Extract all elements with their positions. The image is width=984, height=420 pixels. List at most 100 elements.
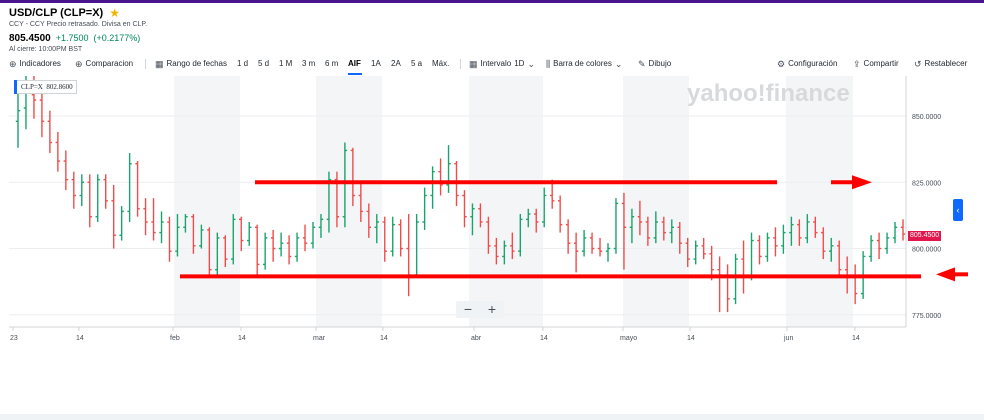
share-icon: ⇪ bbox=[853, 58, 861, 69]
shade-band bbox=[316, 76, 382, 327]
ohlc-bars bbox=[15, 76, 906, 313]
y-tick-label: 850.0000 bbox=[912, 114, 941, 121]
ohlc-bar bbox=[621, 192, 627, 270]
ohlc-bar bbox=[111, 184, 116, 249]
zoom-in-button[interactable]: + bbox=[487, 301, 497, 317]
ohlc-bar bbox=[254, 224, 260, 275]
ohlc-bar bbox=[430, 166, 435, 209]
range-6m[interactable]: 6 m bbox=[325, 59, 339, 68]
ohlc-bar bbox=[749, 232, 754, 281]
ohlc-bar bbox=[223, 235, 228, 268]
pencil-icon: ✎ bbox=[638, 58, 646, 69]
ohlc-bar bbox=[462, 190, 467, 228]
zoom-out-button[interactable]: − bbox=[463, 301, 473, 317]
star-icon[interactable]: ★ bbox=[109, 5, 120, 20]
interval-select[interactable]: ▦ Intervalo 1D ⌄ bbox=[469, 58, 535, 69]
x-tick-label: 14 bbox=[238, 335, 246, 342]
ohlc-bar bbox=[549, 179, 555, 209]
ohlc-bar bbox=[837, 240, 842, 275]
ohlc-bar bbox=[781, 224, 786, 254]
x-tick-label: 14 bbox=[852, 335, 860, 342]
ohlc-bar bbox=[175, 214, 180, 257]
ohlc-bar bbox=[151, 198, 156, 241]
reset-button[interactable]: ↺ Restablecer bbox=[914, 58, 968, 69]
ohlc-bar bbox=[557, 195, 563, 233]
ohlc-bar bbox=[829, 237, 834, 262]
ohlc-bar bbox=[191, 214, 196, 254]
ohlc-bar bbox=[518, 214, 523, 257]
x-tick-label: 14 bbox=[540, 335, 548, 342]
share-button[interactable]: ⇪ Compartir bbox=[853, 58, 899, 69]
ohlc-bar bbox=[79, 174, 84, 207]
ohlc-bar bbox=[757, 235, 762, 265]
range-5y[interactable]: 5 a bbox=[411, 59, 423, 68]
ohlc-bar bbox=[199, 224, 204, 249]
range-ytd[interactable]: AIF bbox=[348, 59, 361, 68]
gear-icon: ⚙ bbox=[777, 58, 786, 69]
collapse-panel-button[interactable]: ‹ bbox=[953, 199, 963, 221]
comparison-button[interactable]: ⊕ Comparacion bbox=[75, 58, 134, 69]
chevron-down-icon: ⌄ bbox=[614, 58, 623, 69]
right-arrow-head bbox=[852, 175, 872, 190]
ohlc-bar bbox=[374, 214, 379, 244]
footer-strip bbox=[0, 414, 984, 420]
settings-button[interactable]: ⚙ Configuración bbox=[777, 58, 838, 69]
range-1d[interactable]: 1 d bbox=[237, 59, 249, 68]
range-3m[interactable]: 3 m bbox=[302, 59, 316, 68]
ohlc-bar bbox=[813, 216, 818, 238]
indicators-button[interactable]: ⊕ Indicadores bbox=[9, 58, 61, 69]
ohlc-bar bbox=[87, 174, 92, 228]
ohlc-bar bbox=[613, 198, 619, 254]
range-5d[interactable]: 5 d bbox=[258, 59, 270, 68]
ohlc-bar bbox=[63, 150, 69, 191]
ohlc-bar bbox=[310, 222, 316, 249]
ohlc-bar bbox=[414, 214, 419, 278]
ohlc-bar bbox=[789, 216, 794, 246]
ohlc-bar bbox=[892, 222, 898, 244]
range-1y[interactable]: 1A bbox=[371, 59, 381, 68]
range-1m[interactable]: 1 M bbox=[279, 59, 293, 68]
ohlc-bar bbox=[159, 211, 164, 244]
shade-band bbox=[623, 76, 689, 327]
ohlc-bar bbox=[502, 240, 507, 265]
current-price-badge: 805.4500 bbox=[908, 231, 942, 241]
ohlc-bar bbox=[645, 216, 651, 246]
ohlc-bar bbox=[446, 145, 451, 193]
ohlc-bar bbox=[884, 232, 890, 254]
ohlc-bar bbox=[661, 216, 667, 241]
close-note: Al cierre: 10:00PM BST bbox=[9, 46, 83, 53]
chevron-left-icon: ‹ bbox=[956, 205, 960, 215]
range-max[interactable]: Máx. bbox=[432, 59, 450, 68]
y-tick-label: 775.0000 bbox=[912, 313, 941, 320]
x-tick-label: abr bbox=[471, 335, 482, 342]
ohlc-bar bbox=[95, 174, 100, 222]
date-range-button[interactable]: ▦ Rango de fechas bbox=[155, 58, 228, 69]
ohlc-bar bbox=[207, 227, 212, 278]
ohlc-bar bbox=[470, 203, 475, 236]
horizontal-gridlines bbox=[9, 115, 906, 316]
ohlc-bar bbox=[478, 203, 483, 228]
quote-header: USD/CLP (CLP=X) ★ CCY - CCY Precio retra… bbox=[9, 5, 147, 54]
annotations bbox=[180, 175, 968, 282]
y-axis-ticks: 850.0000 825.0000 800.0000 775.0000 bbox=[912, 114, 941, 320]
ohlc-bar bbox=[605, 243, 611, 262]
ohlc-bar bbox=[342, 142, 348, 228]
ohlc-bar bbox=[669, 219, 674, 244]
ohlc-chart[interactable]: yahoo!finance 850.0000 825.0000 800.0000 77… bbox=[0, 76, 984, 344]
ohlc-bar bbox=[629, 208, 635, 244]
ohlc-bar bbox=[534, 208, 539, 233]
ohlc-bar bbox=[542, 187, 547, 228]
ohlc-bar bbox=[278, 232, 284, 257]
ohlc-bar bbox=[637, 200, 643, 236]
bar-colors-select[interactable]: ⫼ Barra de colores ⌄ bbox=[546, 58, 623, 69]
ohlc-bar bbox=[876, 232, 882, 260]
crosshair-tooltip: CLP=X 802.8600 bbox=[14, 80, 77, 94]
ohlc-bar bbox=[526, 208, 531, 228]
ohlc-bar bbox=[725, 264, 730, 313]
chevron-down-icon: ⌄ bbox=[527, 58, 535, 69]
candles-icon: ⫼ bbox=[546, 58, 551, 69]
range-2y[interactable]: 2A bbox=[391, 59, 401, 68]
x-axis-ticks: 23 14 feb 14 mar 14 abr 14 mayo 14 jun 14 bbox=[10, 327, 860, 342]
ohlc-bar bbox=[167, 216, 172, 262]
drawing-button[interactable]: ✎ Dibujo bbox=[638, 58, 672, 69]
